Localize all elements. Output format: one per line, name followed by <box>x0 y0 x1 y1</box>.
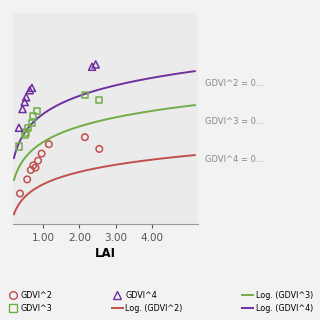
Point <box>20 107 25 112</box>
Text: GDVI^3 = 0...: GDVI^3 = 0... <box>205 117 264 126</box>
Point <box>26 125 31 130</box>
Point <box>29 85 35 91</box>
Text: GDVI^2 = 0...: GDVI^2 = 0... <box>205 79 264 88</box>
X-axis label: LAI: LAI <box>95 247 116 260</box>
Point <box>18 191 23 196</box>
Point <box>93 62 98 67</box>
Point <box>16 144 21 149</box>
Point <box>22 100 27 105</box>
Point <box>24 130 29 135</box>
Point <box>31 114 36 119</box>
Point <box>16 125 21 130</box>
Point <box>24 95 29 100</box>
Point <box>29 121 35 126</box>
Point <box>31 163 36 168</box>
Point <box>82 135 87 140</box>
Point <box>82 92 87 98</box>
Point <box>90 64 95 69</box>
Point <box>27 88 32 93</box>
Point <box>46 142 52 147</box>
Point <box>28 167 33 172</box>
Point <box>34 109 39 114</box>
Legend: GDVI^2, GDVI^3, GDVI^4, Log. (GDVI^2), Log. (GDVI^3), Log. (GDVI^4): GDVI^2, GDVI^3, GDVI^4, Log. (GDVI^2), L… <box>4 287 316 316</box>
Point <box>97 97 102 102</box>
Point <box>33 165 38 170</box>
Point <box>39 151 44 156</box>
Point <box>36 158 41 163</box>
Point <box>25 177 30 182</box>
Point <box>22 132 27 137</box>
Text: GDVI^4 = 0...: GDVI^4 = 0... <box>205 156 264 164</box>
Point <box>97 146 102 151</box>
